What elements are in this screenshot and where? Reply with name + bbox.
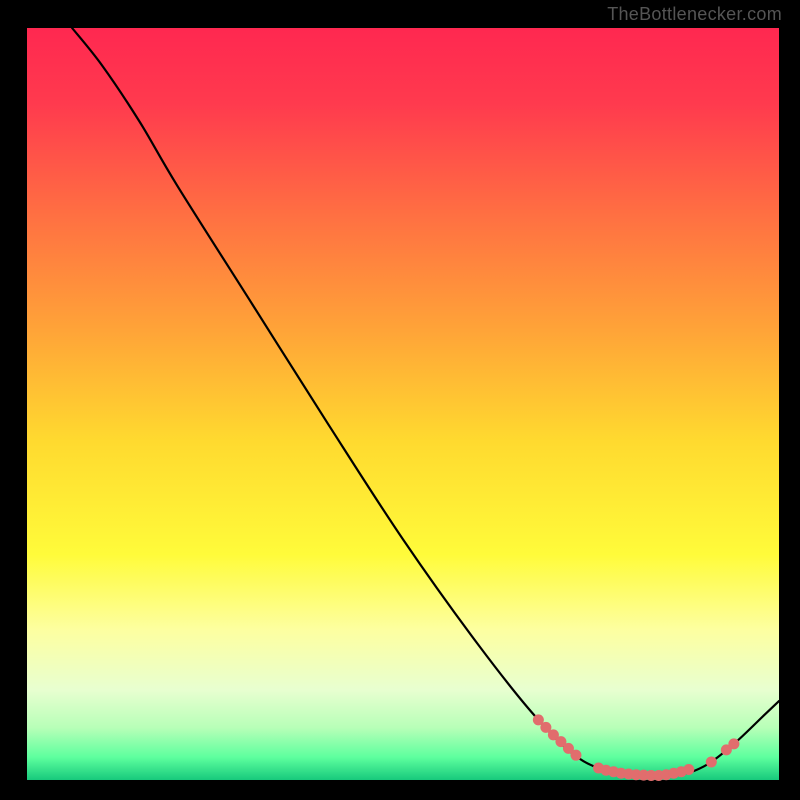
- data-marker: [683, 764, 694, 775]
- data-marker: [728, 738, 739, 749]
- data-marker: [706, 756, 717, 767]
- plot-background: [27, 28, 779, 780]
- chart-container: TheBottlenecker.com: [0, 0, 800, 800]
- data-marker: [570, 750, 581, 761]
- gradient-line-chart: [0, 0, 800, 800]
- watermark-text: TheBottlenecker.com: [607, 4, 782, 25]
